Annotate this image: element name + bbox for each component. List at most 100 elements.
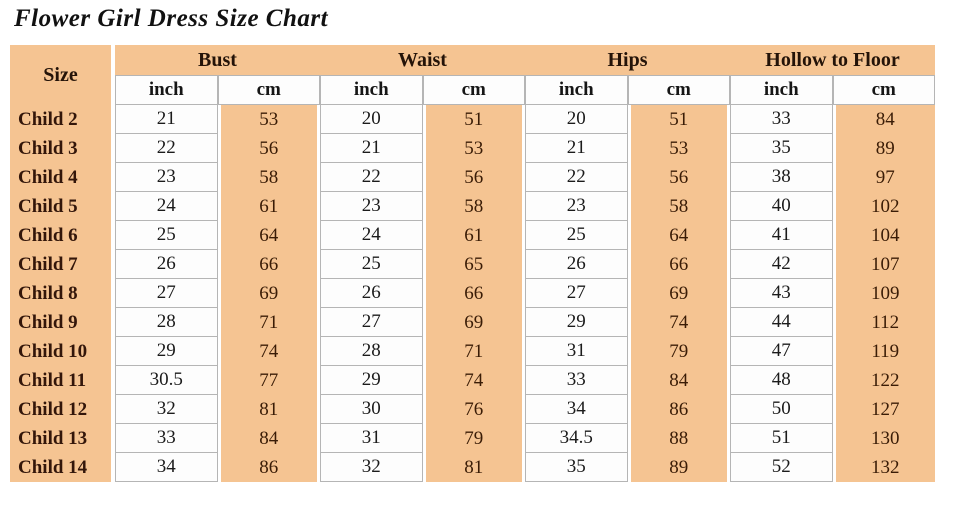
measurement-cell-waist-cm: 61	[422, 221, 525, 250]
measurement-cell-bust-cm: 81	[217, 395, 320, 424]
table-row-child-14: Child 14 34 86 32 81 35 89 52 132	[10, 453, 935, 482]
table-row-child-7: Child 7 26 66 25 65 26 66 42 107	[10, 250, 935, 279]
measurement-cell-hips-inch: 33	[525, 366, 628, 395]
measurement-cell-hollow-to-floor-inch: 41	[730, 221, 833, 250]
unit-header-hollow-to-floor-cm: cm	[832, 75, 935, 105]
column-header-size: Size	[10, 45, 115, 105]
table-row-child-8: Child 8 27 69 26 66 27 69 43 109	[10, 279, 935, 308]
measurement-cell-bust-inch: 27	[115, 279, 218, 308]
measurement-cell-hips-cm: 84	[627, 366, 730, 395]
measurement-cell-hollow-to-floor-inch: 48	[730, 366, 833, 395]
measurement-cell-hollow-to-floor-cm: 84	[832, 105, 935, 134]
measurement-cell-hollow-to-floor-cm: 97	[832, 163, 935, 192]
measurement-cell-waist-inch: 24	[320, 221, 423, 250]
measurement-cell-waist-cm: 51	[422, 105, 525, 134]
unit-header-bust-cm: cm	[217, 75, 320, 105]
measurement-cell-waist-cm: 69	[422, 308, 525, 337]
measurement-cell-hips-cm: 58	[627, 192, 730, 221]
measurement-cell-hollow-to-floor-cm: 104	[832, 221, 935, 250]
unit-header-waist-inch: inch	[320, 75, 423, 105]
measurement-cell-hollow-to-floor-inch: 35	[730, 134, 833, 163]
measurement-cell-waist-inch: 25	[320, 250, 423, 279]
row-label: Child 10	[10, 337, 115, 366]
row-label: Child 5	[10, 192, 115, 221]
measurement-cell-waist-cm: 56	[422, 163, 525, 192]
measurement-cell-bust-cm: 84	[217, 424, 320, 453]
group-header-hips: Hips	[607, 48, 648, 71]
measurement-cell-hollow-to-floor-inch: 33	[730, 105, 833, 134]
measurement-cell-hips-cm: 51	[627, 105, 730, 134]
row-label: Child 14	[10, 453, 115, 482]
row-label: Child 4	[10, 163, 115, 192]
measurement-cell-hips-inch: 23	[525, 192, 628, 221]
unit-header-hips-cm: cm	[627, 75, 730, 105]
measurement-cell-hollow-to-floor-cm: 89	[832, 134, 935, 163]
measurement-cell-hips-inch: 25	[525, 221, 628, 250]
measurement-cell-hollow-to-floor-inch: 40	[730, 192, 833, 221]
size-chart-page: Flower Girl Dress Size Chart Size Bust Wa…	[0, 4, 958, 506]
row-label: Child 12	[10, 395, 115, 424]
measurement-cell-hips-inch: 20	[525, 105, 628, 134]
unit-header-hips-inch: inch	[525, 75, 628, 105]
measurement-cell-waist-inch: 32	[320, 453, 423, 482]
table-row-child-13: Child 13 33 84 31 79 34.5 88 51 130	[10, 424, 935, 453]
measurement-cell-hips-cm: 88	[627, 424, 730, 453]
measurement-cell-hips-cm: 66	[627, 250, 730, 279]
measurement-cell-bust-cm: 53	[217, 105, 320, 134]
measurement-group-band: Bust Waist Hips Hollow to Floor	[115, 45, 935, 75]
group-header-hollow-to-floor: Hollow to Floor	[765, 48, 900, 71]
unit-header-hollow-to-floor-inch: inch	[730, 75, 833, 105]
group-header-bust: Bust	[198, 48, 237, 71]
measurement-cell-bust-cm: 66	[217, 250, 320, 279]
measurement-cell-hollow-to-floor-inch: 47	[730, 337, 833, 366]
measurement-cell-waist-inch: 31	[320, 424, 423, 453]
unit-header-row: inch cm inch cm inch cm inch cm	[10, 75, 935, 105]
measurement-cell-hips-cm: 86	[627, 395, 730, 424]
measurement-cell-hollow-to-floor-cm: 107	[832, 250, 935, 279]
measurement-cell-waist-cm: 79	[422, 424, 525, 453]
measurement-cell-waist-cm: 65	[422, 250, 525, 279]
measurement-cell-hips-inch: 34	[525, 395, 628, 424]
measurement-cell-bust-inch: 22	[115, 134, 218, 163]
measurement-cell-hips-inch: 27	[525, 279, 628, 308]
measurement-group-labels: Bust Waist Hips Hollow to Floor	[115, 49, 935, 72]
measurement-cell-waist-inch: 30	[320, 395, 423, 424]
table-row-child-6: Child 6 25 64 24 61 25 64 41 104	[10, 221, 935, 250]
measurement-cell-hollow-to-floor-inch: 52	[730, 453, 833, 482]
measurement-cell-hollow-to-floor-cm: 130	[832, 424, 935, 453]
measurement-cell-hips-cm: 64	[627, 221, 730, 250]
row-label: Child 11	[10, 366, 115, 395]
measurement-cell-hollow-to-floor-cm: 109	[832, 279, 935, 308]
table-row-child-4: Child 4 23 58 22 56 22 56 38 97	[10, 163, 935, 192]
measurement-cell-bust-cm: 77	[217, 366, 320, 395]
table-row-child-5: Child 5 24 61 23 58 23 58 40 102	[10, 192, 935, 221]
measurement-cell-waist-cm: 71	[422, 337, 525, 366]
measurement-cell-bust-cm: 56	[217, 134, 320, 163]
measurement-cell-bust-inch: 34	[115, 453, 218, 482]
measurement-cell-bust-inch: 32	[115, 395, 218, 424]
measurement-cell-bust-cm: 58	[217, 163, 320, 192]
measurement-cell-hips-inch: 22	[525, 163, 628, 192]
measurement-cell-waist-inch: 28	[320, 337, 423, 366]
row-label: Child 3	[10, 134, 115, 163]
measurement-cell-bust-inch: 24	[115, 192, 218, 221]
measurement-cell-hips-cm: 79	[627, 337, 730, 366]
unit-header-bust-inch: inch	[115, 75, 218, 105]
measurement-cell-bust-inch: 23	[115, 163, 218, 192]
measurement-cell-hips-inch: 26	[525, 250, 628, 279]
measurement-cell-hollow-to-floor-inch: 44	[730, 308, 833, 337]
measurement-cell-bust-inch: 21	[115, 105, 218, 134]
row-label: Child 7	[10, 250, 115, 279]
measurement-cell-waist-cm: 66	[422, 279, 525, 308]
measurement-cell-bust-inch: 33	[115, 424, 218, 453]
measurement-cell-hips-cm: 56	[627, 163, 730, 192]
measurement-cell-hips-cm: 53	[627, 134, 730, 163]
measurement-cell-hollow-to-floor-inch: 51	[730, 424, 833, 453]
table-row-child-9: Child 9 28 71 27 69 29 74 44 112	[10, 308, 935, 337]
measurement-cell-hollow-to-floor-inch: 43	[730, 279, 833, 308]
row-label: Child 6	[10, 221, 115, 250]
page-title: Flower Girl Dress Size Chart	[14, 5, 329, 32]
table-row-child-11: Child 11 30.5 77 29 74 33 84 48 122	[10, 366, 935, 395]
measurement-cell-waist-cm: 74	[422, 366, 525, 395]
measurement-cell-waist-inch: 21	[320, 134, 423, 163]
